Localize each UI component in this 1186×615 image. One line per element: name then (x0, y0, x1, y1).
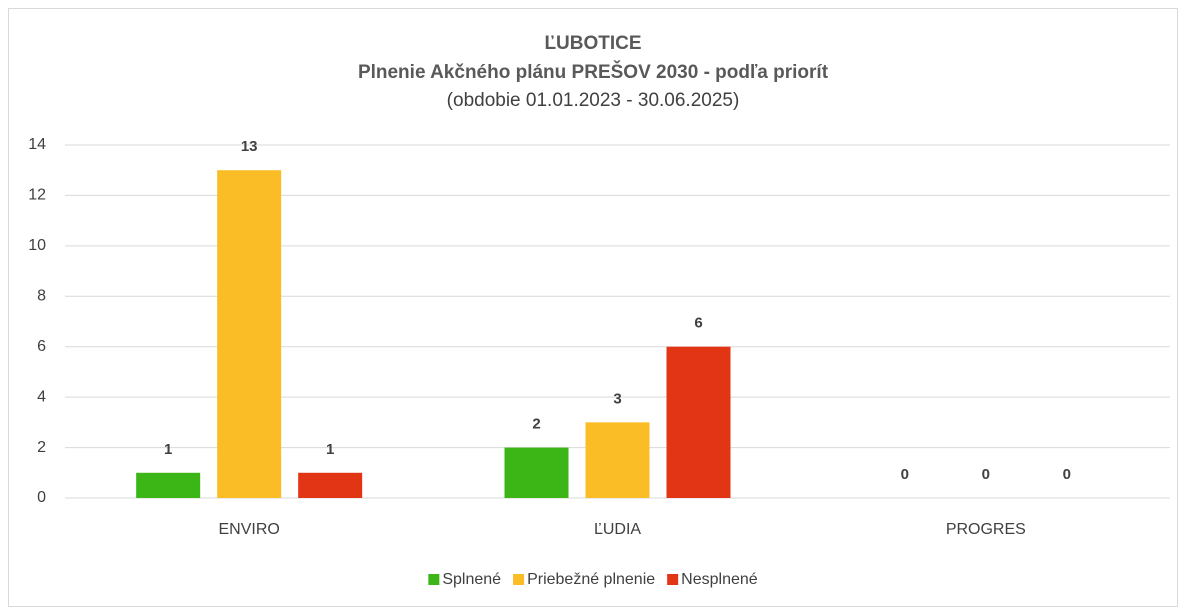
data-label: 2 (532, 416, 540, 433)
data-label: 0 (901, 466, 909, 483)
bar (136, 472, 201, 498)
chart-subtitle: Plnenie Akčného plánu PREŠOV 2030 - podľ… (358, 61, 829, 83)
data-label: 0 (1063, 466, 1071, 483)
bar (666, 346, 731, 498)
bar (585, 422, 650, 498)
legend-swatch (513, 574, 525, 585)
data-label: 1 (164, 441, 172, 458)
chart-period: (obdobie 01.01.2023 - 30.06.2025) (447, 90, 740, 111)
y-tick-label: 12 (28, 187, 46, 204)
legend-label: Nesplnené (681, 571, 758, 588)
data-label: 0 (982, 466, 990, 483)
data-label: 6 (694, 315, 702, 332)
x-tick-label: ĽUDIA (594, 521, 641, 538)
legend-label: Priebežné plnenie (527, 571, 655, 588)
y-tick-label: 14 (28, 136, 46, 153)
y-tick-label: 2 (37, 439, 46, 456)
x-tick-label: ENVIRO (218, 521, 279, 538)
y-tick-label: 10 (28, 237, 46, 254)
y-tick-label: 0 (37, 489, 46, 506)
y-tick-label: 6 (37, 338, 46, 355)
bar (217, 170, 282, 498)
chart-title: ĽUBOTICE (544, 33, 641, 54)
bar (298, 472, 363, 498)
legend-label: Splnené (442, 571, 501, 588)
data-label: 1 (326, 441, 334, 458)
legend-swatch (428, 574, 440, 585)
data-label: 13 (241, 138, 258, 155)
data-label: 3 (613, 390, 621, 407)
y-tick-label: 4 (37, 388, 46, 405)
y-tick-label: 8 (37, 288, 46, 305)
chart-border (8, 8, 1178, 607)
legend-swatch (667, 574, 679, 585)
bar (504, 447, 569, 498)
x-tick-label: PROGRES (946, 521, 1026, 538)
